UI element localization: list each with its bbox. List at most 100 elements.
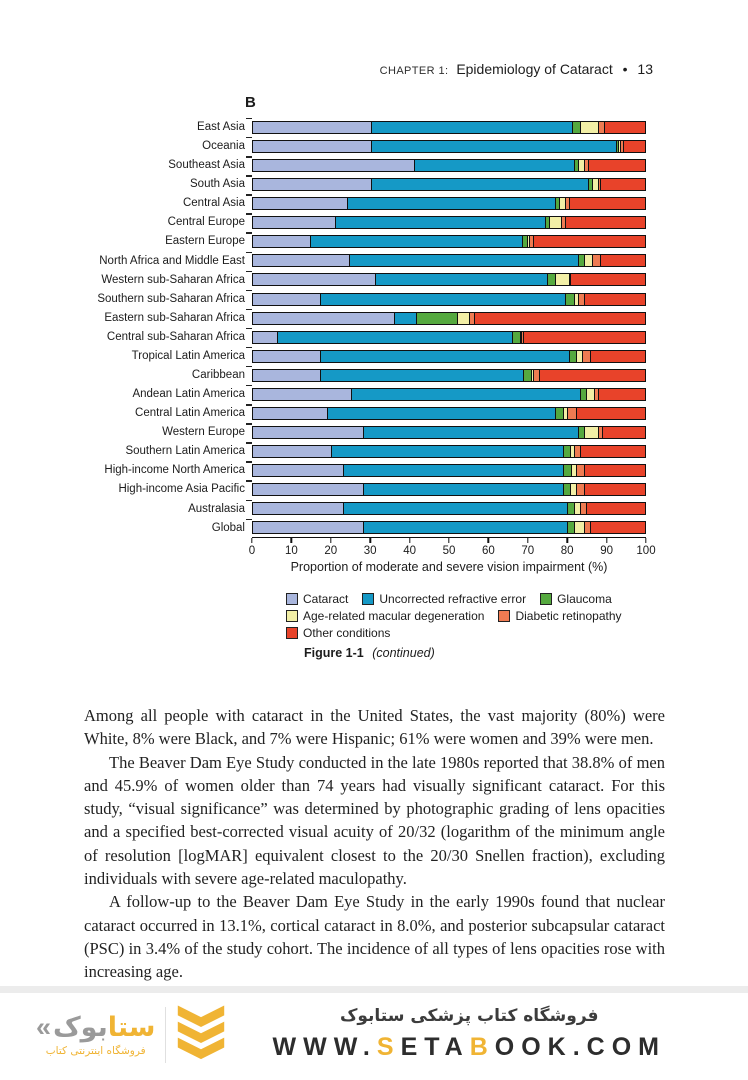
y-axis-tick	[246, 289, 252, 292]
x-axis-tick	[605, 538, 608, 543]
bar-segment-uncorrected-refractive-error	[394, 312, 416, 324]
category-label: Andean Latin America	[132, 388, 245, 401]
category-label: Australasia	[188, 502, 245, 515]
body-text: Among all people with cataract in the Un…	[84, 704, 665, 984]
y-axis-tick	[246, 366, 252, 368]
bar-segment-glaucoma	[578, 255, 585, 267]
bar-segment-diabetic-retinopathy	[592, 255, 600, 267]
paragraph: The Beaver Dam Eye Study conducted in th…	[84, 752, 665, 889]
category-label: Western sub-Saharan Africa	[101, 273, 245, 286]
category-label: Caribbean	[191, 369, 245, 382]
stacked-bar	[252, 120, 646, 134]
y-axis-tick	[246, 232, 252, 234]
bar-segment-uncorrected-refractive-error	[347, 198, 555, 210]
bar-segment-age-related-macular-degeneration	[574, 503, 581, 515]
bar-segment-cataract	[253, 407, 328, 419]
bar-segment-age-related-macular-degeneration	[578, 159, 585, 171]
bar-segment-age-related-macular-degeneration	[576, 350, 583, 362]
bar-segment-diabetic-retinopathy	[597, 121, 604, 133]
x-axis-tick-label: 80	[560, 545, 574, 557]
y-axis-tick	[246, 499, 252, 501]
bar-segment-other-conditions	[568, 198, 645, 210]
guillemet-icon: «	[36, 1012, 52, 1043]
y-axis-tick	[246, 346, 252, 349]
chart-row: Central Asia	[0, 194, 748, 213]
chart-row: Southeast Asia	[0, 156, 748, 175]
triple-chevron-down-icon	[178, 1005, 225, 1060]
bar-segment-uncorrected-refractive-error	[370, 121, 573, 133]
bar-segment-uncorrected-refractive-error	[331, 446, 563, 458]
store-url: WWW.SETABOOK.COM	[273, 1033, 666, 1062]
chart-row: Central Europe	[0, 213, 748, 232]
logo-divider	[165, 1007, 167, 1063]
bullet-separator: •	[622, 61, 628, 77]
category-label: East Asia	[197, 121, 245, 133]
stacked-bar	[252, 483, 646, 497]
store-url-part: ETA	[400, 1033, 470, 1061]
chart-row: Australasia	[0, 499, 748, 519]
figure-caption: Figure 1-1 (continued)	[304, 646, 435, 660]
chart-row: High-income Asia Pacific	[0, 480, 748, 499]
bar-segment-diabetic-retinopathy	[584, 159, 589, 171]
bar-segment-uncorrected-refractive-error	[343, 503, 567, 515]
bar-segment-other-conditions	[576, 407, 645, 419]
store-url-part: S	[376, 1033, 401, 1061]
y-axis-tick	[246, 213, 252, 215]
bar-segment-cataract	[253, 293, 320, 305]
bar-segment-glaucoma	[415, 312, 457, 324]
logo-wordmark: « ستابوک فروشگاه اینترنتی کتاب	[36, 1012, 155, 1056]
chapter-title: Epidemiology of Cataract	[456, 61, 613, 77]
legend-label: Glaucoma	[557, 592, 612, 606]
bar-segment-uncorrected-refractive-error	[362, 484, 563, 496]
bar-segment-age-related-macular-degeneration	[580, 121, 598, 133]
paragraph: A follow-up to the Beaver Dam Eye Study …	[84, 892, 665, 982]
chart-row: South Asia	[0, 175, 748, 194]
figure-caption-number: Figure 1-1	[304, 646, 364, 660]
y-axis-tick	[246, 308, 252, 311]
bar-segment-other-conditions	[584, 293, 645, 305]
bar-segment-age-related-macular-degeneration	[456, 312, 469, 324]
store-url-part: B	[469, 1033, 495, 1061]
footer-logo: « ستابوک فروشگاه اینترنتی کتاب	[36, 1004, 226, 1066]
x-axis-tick	[566, 538, 568, 543]
y-axis-tick	[246, 442, 252, 444]
store-name-farsi: فروشگاه کتاب پزشکی ستابوک	[339, 1006, 599, 1026]
stacked-bar	[252, 139, 646, 153]
bar-segment-diabetic-retinopathy	[582, 350, 591, 362]
category-label: Southern sub-Saharan Africa	[97, 292, 245, 305]
bar-segment-uncorrected-refractive-error	[276, 331, 512, 343]
footer-store-info: فروشگاه کتاب پزشکی ستابوک WWW.SETABOOK.C…	[273, 1006, 666, 1062]
chart-row: Central Latin America	[0, 404, 748, 423]
bar-segment-diabetic-retinopathy	[576, 484, 585, 496]
bar-segment-glaucoma	[511, 331, 520, 343]
category-label: Tropical Latin America	[131, 349, 245, 362]
bar-segment-other-conditions	[584, 465, 645, 477]
legend-swatch	[498, 610, 511, 622]
bar-segment-diabetic-retinopathy	[568, 274, 571, 286]
stacked-bar	[252, 311, 646, 325]
category-label: Central sub-Saharan Africa	[106, 330, 245, 343]
store-url-part: WWW.	[272, 1033, 377, 1061]
store-url-part: OOK.COM	[494, 1033, 666, 1061]
bar-segment-age-related-macular-degeneration	[531, 369, 534, 381]
bar-segment-glaucoma	[523, 369, 532, 381]
bar-segment-diabetic-retinopathy	[580, 503, 587, 515]
category-label: High-income North America	[104, 464, 245, 477]
bar-segment-uncorrected-refractive-error	[319, 369, 524, 381]
stacked-bar	[252, 197, 646, 211]
chart-row: Caribbean	[0, 366, 748, 385]
x-axis-tick-label: 10	[284, 545, 298, 557]
page-header: CHAPTER 1: Epidemiology of Cataract • 13	[380, 61, 653, 77]
bar-segment-age-related-macular-degeneration	[584, 427, 598, 439]
bar-segment-other-conditions	[601, 427, 645, 439]
bar-segment-glaucoma	[572, 121, 581, 133]
bar-segment-glaucoma	[578, 427, 585, 439]
chapter-label: CHAPTER 1:	[379, 65, 449, 77]
bar-segment-diabetic-retinopathy	[533, 369, 540, 381]
bar-segment-glaucoma	[588, 179, 593, 191]
legend-label: Cataract	[303, 592, 349, 606]
bar-segment-cataract	[253, 465, 344, 477]
category-label: Central Asia	[182, 197, 245, 210]
x-axis-tick	[448, 538, 450, 543]
